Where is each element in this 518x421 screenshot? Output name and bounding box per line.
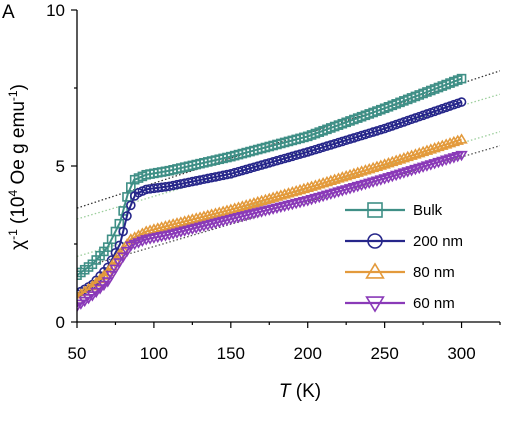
- legend-label: Bulk: [413, 202, 443, 219]
- data-point: [455, 133, 468, 144]
- legend-marker: [365, 262, 385, 279]
- legend-label: 80 nm: [413, 264, 455, 281]
- y-axis-title-unit: Oe g emu: [8, 101, 29, 190]
- series-line-0: [77, 77, 462, 277]
- x-axis-title: T (K): [279, 381, 321, 402]
- axes: 50 100 150 200 250 300 0 5 10: [46, 1, 501, 363]
- data-point: [456, 73, 467, 84]
- x-tick-label: 50: [68, 344, 87, 363]
- legend-marker: [367, 202, 383, 218]
- x-axis-title-symbol: T: [279, 381, 292, 402]
- series-3: [77, 150, 468, 313]
- legend-entry-1: 200 nm: [345, 233, 463, 250]
- data-point: [456, 97, 467, 107]
- data-point: [97, 280, 111, 292]
- y-axis-title-exp: -1: [6, 229, 20, 240]
- y-axis-title: χ-1 (104 Oe g emu-1): [6, 84, 29, 250]
- legend-label: 60 nm: [413, 295, 455, 312]
- x-axis-title-unit: (K): [291, 381, 322, 402]
- fit-line-1: [77, 93, 500, 220]
- x-tick-label: 300: [447, 344, 475, 363]
- data-point: [114, 218, 125, 229]
- y-axis-title-symbol: χ: [8, 240, 29, 250]
- data-point: [90, 287, 103, 299]
- data-point: [77, 270, 82, 281]
- y-tick-label: 5: [56, 157, 65, 176]
- data-point: [120, 246, 134, 258]
- x-tick-label: 100: [140, 344, 168, 363]
- y-tick-label: 10: [46, 1, 65, 20]
- y-axis-title-close: ): [8, 84, 29, 90]
- legend-entry-0: Bulk: [345, 202, 443, 219]
- series-line-2: [77, 138, 462, 298]
- data-point: [93, 284, 107, 295]
- data-point: [126, 200, 136, 211]
- legend-entry-2: 80 nm: [345, 262, 455, 281]
- series-line-3: [77, 154, 462, 308]
- plot-area: [77, 70, 500, 313]
- y-axis-title-exp3: -1: [6, 90, 20, 101]
- y-axis-title-exp2: 4: [6, 190, 20, 197]
- y-tick-label: 0: [56, 313, 65, 332]
- legend-entry-3: 60 nm: [345, 295, 455, 313]
- data-point: [113, 258, 126, 269]
- x-tick-label: 200: [294, 344, 322, 363]
- legend: Bulk 200 nm 80 nm 60 nm: [345, 202, 463, 313]
- y-axis-title-mid: (10: [8, 197, 29, 230]
- data-point: [101, 277, 114, 288]
- data-point: [109, 264, 122, 275]
- data-point: [116, 252, 130, 263]
- legend-marker: [365, 296, 385, 313]
- panel-label: A: [2, 2, 15, 23]
- legend-marker: [367, 233, 383, 249]
- legend-label: 200 nm: [413, 233, 463, 250]
- data-point: [105, 270, 118, 282]
- x-tick-label: 250: [370, 344, 398, 363]
- x-tick-label: 150: [217, 344, 245, 363]
- series-0: [77, 73, 467, 281]
